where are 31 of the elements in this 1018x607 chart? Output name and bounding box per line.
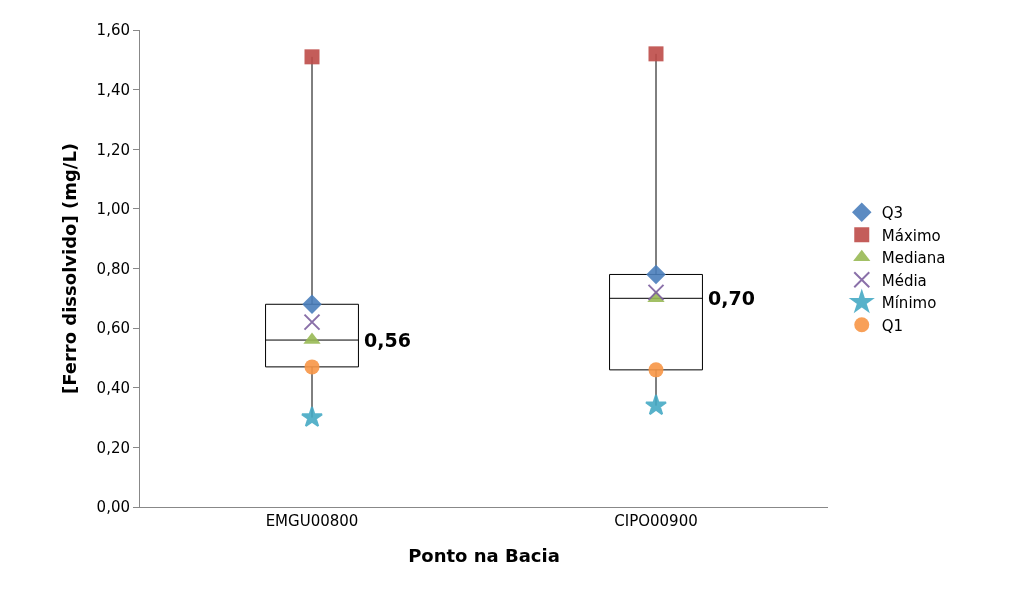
y-tick-label: 0,20 [96,438,130,457]
x-tick-label: CIPO00900 [614,512,698,530]
legend-label: Q1 [881,316,904,335]
point [647,283,665,301]
point [645,394,667,416]
annotation: 0,56 [364,329,411,351]
y-tick-label: 0,40 [96,379,130,397]
y-tick-label: 1,00 [96,200,130,219]
point [304,49,320,65]
point [304,359,320,375]
legend-label: Média [881,271,927,290]
y-tick-label: 0,00 [96,498,130,517]
x-tick-label: EMGU00800 [265,512,359,530]
y-tick-label: 0,60 [96,319,130,338]
point [302,294,322,315]
annotation: 0,70 [708,287,755,309]
y-axis-title: [Ferro dissolvido] (mg/L) [58,142,80,395]
legend-label: Q3 [881,204,904,223]
legend-label: Mínimo [881,294,937,313]
point [646,264,666,285]
point [648,362,664,378]
y-tick-label: 1,60 [96,21,130,40]
legend-label: Máximo [881,226,941,245]
x-axis-title: Ponto na Bacia [408,545,560,567]
legend-label: Mediana [881,249,946,268]
point [301,406,323,428]
point [303,313,321,331]
y-tick-label: 1,40 [96,80,130,99]
y-tick-label: 1,20 [96,140,130,159]
point [648,46,664,62]
y-tick-label: 0,80 [96,259,130,278]
